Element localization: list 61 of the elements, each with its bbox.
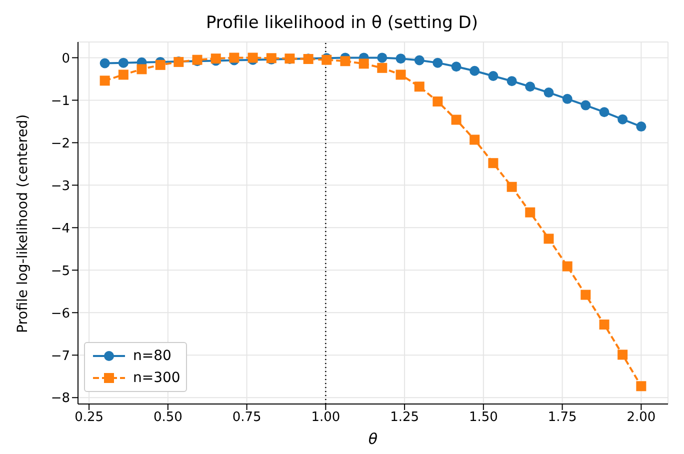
- y-tick-label: 0: [62, 51, 70, 66]
- x-tick-label: 2.00: [626, 410, 656, 426]
- y-axis-title: Profile log-likelihood (centered): [14, 114, 31, 333]
- point: [544, 88, 554, 98]
- point: [470, 66, 480, 76]
- point: [136, 64, 147, 74]
- point: [358, 58, 369, 69]
- point: [525, 82, 536, 92]
- point: [340, 56, 350, 66]
- legend-label: n=80: [133, 347, 172, 366]
- point: [525, 207, 536, 218]
- point: [636, 122, 646, 132]
- point: [506, 182, 517, 192]
- x-tick-label: 1.00: [311, 410, 340, 426]
- point: [432, 96, 443, 106]
- point: [618, 114, 628, 124]
- point: [636, 381, 646, 392]
- y-tick-label: −8: [50, 391, 70, 406]
- x-tick-label: 0.25: [74, 410, 104, 426]
- point: [562, 261, 572, 272]
- point: [488, 70, 498, 81]
- point: [100, 58, 110, 68]
- y-tick-label: −5: [50, 264, 70, 279]
- point: [396, 54, 406, 64]
- legend-label: n=300: [133, 369, 180, 388]
- x-tick-label: 0.75: [232, 410, 262, 426]
- point: [599, 320, 610, 330]
- point: [488, 158, 498, 168]
- point: [580, 290, 591, 300]
- x-tick-label: 0.50: [153, 410, 182, 426]
- point: [377, 62, 388, 73]
- point: [562, 94, 572, 104]
- chart-title: Profile likelihood in θ (setting D): [204, 12, 480, 35]
- point: [118, 58, 128, 68]
- point: [414, 55, 424, 66]
- y-tick-label: −2: [50, 136, 70, 152]
- point: [432, 58, 443, 68]
- x-tick-label: 1.50: [468, 410, 498, 426]
- point: [118, 70, 128, 80]
- x-tick-label: 1.75: [548, 410, 577, 426]
- x-tick-label: 1.25: [390, 410, 420, 426]
- point: [599, 107, 610, 118]
- point: [155, 60, 166, 70]
- x-axis-title: θ: [368, 430, 378, 448]
- point: [451, 62, 462, 72]
- point: [451, 114, 462, 125]
- point: [377, 52, 388, 63]
- point: [618, 350, 628, 360]
- point: [414, 82, 424, 92]
- point: [506, 76, 517, 86]
- y-tick-label: −7: [50, 348, 70, 364]
- y-tick-label: −4: [50, 221, 70, 236]
- point: [100, 76, 110, 86]
- point: [396, 70, 406, 80]
- y-tick-label: −6: [50, 306, 70, 322]
- y-tick-label: −3: [50, 178, 70, 194]
- point: [229, 52, 240, 63]
- y-tick-label: −1: [50, 94, 70, 109]
- point: [544, 234, 554, 244]
- point: [470, 134, 480, 145]
- point: [580, 100, 591, 110]
